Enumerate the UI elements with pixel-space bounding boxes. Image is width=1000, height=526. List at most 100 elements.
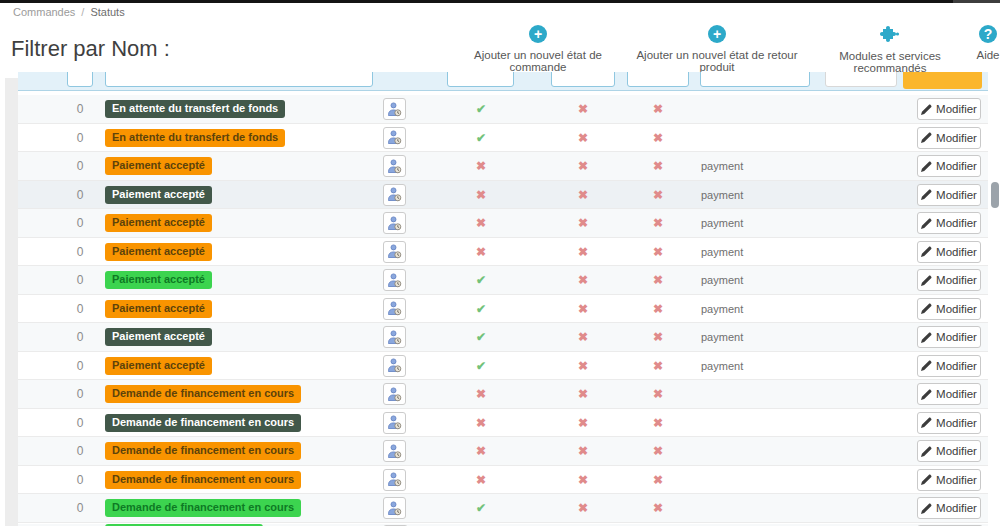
customer-status-icon-button[interactable] bbox=[383, 469, 406, 491]
vertical-scrollbar-thumb[interactable] bbox=[991, 182, 999, 208]
customer-status-icon-button[interactable] bbox=[383, 269, 406, 291]
cross-icon: ✖ bbox=[643, 437, 673, 465]
cross-icon: ✖ bbox=[643, 494, 673, 522]
edit-button[interactable]: Modifier bbox=[917, 383, 981, 405]
edit-button[interactable]: Modifier bbox=[917, 469, 981, 491]
edit-button[interactable]: Modifier bbox=[917, 155, 981, 177]
edit-button[interactable]: Modifier bbox=[917, 412, 981, 434]
customer-status-icon-button[interactable] bbox=[383, 412, 406, 434]
cross-icon: ✖ bbox=[643, 409, 673, 437]
edit-button-label: Modifier bbox=[936, 103, 977, 115]
person-clock-icon bbox=[387, 102, 402, 117]
filter-reset-box[interactable] bbox=[825, 72, 897, 87]
cross-icon: ✖ bbox=[568, 380, 598, 408]
filter-input-col-3[interactable] bbox=[447, 72, 514, 87]
cross-icon: ✖ bbox=[568, 152, 598, 180]
help-button[interactable]: ? Aide bbox=[968, 25, 1000, 61]
status-table-row: 0 En attente du transfert de fonds ✔ ✖ ✖… bbox=[18, 124, 988, 153]
cross-icon: ✖ bbox=[568, 352, 598, 380]
payment-type: payment bbox=[701, 266, 743, 294]
filter-input-count[interactable] bbox=[67, 72, 93, 87]
person-clock-icon bbox=[387, 216, 402, 231]
recommended-modules-button[interactable]: Modules et services recommandés bbox=[812, 25, 968, 74]
cross-icon: ✖ bbox=[643, 152, 673, 180]
check-icon: ✔ bbox=[466, 124, 496, 152]
edit-button[interactable]: Modifier bbox=[917, 241, 981, 263]
filter-input-payment[interactable] bbox=[700, 72, 810, 87]
cross-icon: ✖ bbox=[643, 466, 673, 494]
customer-status-icon-button[interactable] bbox=[383, 298, 406, 320]
customer-status-icon-button[interactable] bbox=[383, 212, 406, 234]
status-badge: Paiement accepté bbox=[105, 186, 212, 204]
status-table-row: 0 Paiement accepté ✔ ✖ ✖ payment Modifie… bbox=[18, 323, 988, 352]
edit-button[interactable]: Modifier bbox=[917, 326, 981, 348]
row-count: 0 bbox=[62, 238, 98, 266]
person-clock-icon bbox=[387, 501, 402, 516]
edit-button-label: Modifier bbox=[936, 160, 977, 172]
status-table-row: 0 Paiement accepté ✖ ✖ ✖ payment Modifie… bbox=[18, 181, 988, 210]
edit-button[interactable]: Modifier bbox=[917, 269, 981, 291]
customer-status-icon-button[interactable] bbox=[383, 383, 406, 405]
edit-button-label: Modifier bbox=[936, 331, 977, 343]
status-badge: Demande de financement en cours bbox=[105, 442, 301, 460]
status-badge: Paiement accepté bbox=[105, 328, 212, 346]
check-icon: ✔ bbox=[466, 323, 496, 351]
row-count: 0 bbox=[62, 494, 98, 522]
filter-input-name[interactable] bbox=[105, 72, 373, 87]
edit-button[interactable]: Modifier bbox=[917, 98, 981, 120]
edit-button[interactable]: Modifier bbox=[917, 440, 981, 462]
edit-button-label: Modifier bbox=[936, 217, 977, 229]
customer-status-icon-button[interactable] bbox=[383, 326, 406, 348]
pencil-icon bbox=[921, 104, 932, 115]
check-icon: ✔ bbox=[466, 95, 496, 123]
customer-status-icon-button[interactable] bbox=[383, 355, 406, 377]
edit-button[interactable]: Modifier bbox=[917, 184, 981, 206]
filter-input-col-5[interactable] bbox=[627, 72, 689, 87]
person-clock-icon bbox=[387, 444, 402, 459]
status-badge: Paiement accepté bbox=[105, 300, 212, 318]
filter-input-col-4[interactable] bbox=[551, 72, 615, 87]
customer-status-icon-button[interactable] bbox=[383, 241, 406, 263]
filter-search-button[interactable] bbox=[903, 72, 982, 89]
customer-status-icon-button[interactable] bbox=[383, 155, 406, 177]
edit-button[interactable]: Modifier bbox=[917, 355, 981, 377]
pencil-icon bbox=[921, 132, 932, 143]
action-label: Ajouter un nouvel état de retour produit bbox=[636, 49, 797, 73]
row-count: 0 bbox=[62, 295, 98, 323]
status-table-row: 0 Paiement accepté ✔ ✖ ✖ payment Modifie… bbox=[18, 295, 988, 324]
cross-icon: ✖ bbox=[643, 181, 673, 209]
customer-status-icon-button[interactable] bbox=[383, 497, 406, 519]
cross-icon: ✖ bbox=[466, 209, 496, 237]
status-badge: En attente du transfert de fonds bbox=[105, 129, 285, 147]
row-count: 0 bbox=[62, 380, 98, 408]
check-icon: ✔ bbox=[466, 266, 496, 294]
action-label: Ajouter un nouvel état de commande bbox=[474, 49, 602, 73]
status-table-row: 0 Demande de financement en cours ✖ ✖ ✖ … bbox=[18, 380, 988, 409]
edit-button[interactable]: Modifier bbox=[917, 298, 981, 320]
payment-type: payment bbox=[701, 323, 743, 351]
cross-icon: ✖ bbox=[466, 152, 496, 180]
customer-status-icon-button[interactable] bbox=[383, 127, 406, 149]
edit-button-label: Modifier bbox=[936, 388, 977, 400]
edit-button[interactable]: Modifier bbox=[917, 127, 981, 149]
add-order-state-button[interactable]: + Ajouter un nouvel état de commande bbox=[457, 25, 619, 73]
cross-icon: ✖ bbox=[568, 494, 598, 522]
edit-button[interactable]: Modifier bbox=[917, 497, 981, 519]
add-return-state-button[interactable]: + Ajouter un nouvel état de retour produ… bbox=[631, 25, 803, 73]
plus-circle-icon: + bbox=[529, 25, 547, 43]
customer-status-icon-button[interactable] bbox=[383, 184, 406, 206]
cross-icon: ✖ bbox=[643, 380, 673, 408]
breadcrumb-link-commandes[interactable]: Commandes bbox=[13, 6, 75, 18]
row-count: 0 bbox=[62, 95, 98, 123]
cross-icon: ✖ bbox=[643, 323, 673, 351]
cross-icon: ✖ bbox=[568, 409, 598, 437]
edit-button[interactable]: Modifier bbox=[917, 212, 981, 234]
check-icon: ✔ bbox=[466, 494, 496, 522]
row-count: 0 bbox=[62, 124, 98, 152]
status-table: 0 En attente du transfert de fonds ✔ ✖ ✖… bbox=[18, 95, 988, 523]
customer-status-icon-button[interactable] bbox=[383, 440, 406, 462]
edit-button-label: Modifier bbox=[936, 360, 977, 372]
cross-icon: ✖ bbox=[568, 124, 598, 152]
customer-status-icon-button[interactable] bbox=[383, 98, 406, 120]
breadcrumb-link-statuts[interactable]: Statuts bbox=[90, 6, 124, 18]
